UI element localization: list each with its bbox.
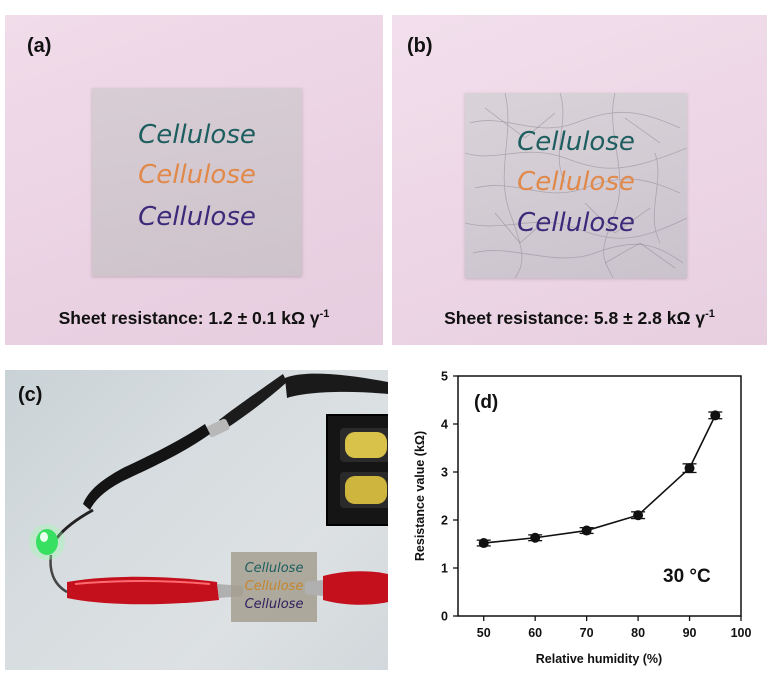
panel-label-d: (d) (474, 392, 498, 413)
cellulose-text-purple: Cellulose (244, 597, 304, 612)
cellulose-text-purple: Cellulose (138, 202, 256, 232)
x-tick-label: 80 (631, 626, 645, 640)
film-sheet-c (231, 552, 317, 622)
red-alligator-clip-left (67, 576, 243, 605)
x-tick-label: 90 (683, 626, 697, 640)
cellulose-text-orange: Cellulose (138, 160, 256, 190)
data-point (684, 463, 695, 474)
plot-frame (457, 375, 742, 617)
resistance-humidity-chart: 50 60 70 80 90 100 0 1 2 3 4 5 (d) 30 °C Relative h… (413, 370, 752, 667)
series-line (483, 415, 716, 544)
x-tick-label: 50 (477, 626, 491, 640)
x-tick-label: 70 (580, 626, 594, 640)
red-alligator-clip-right (305, 571, 388, 605)
sheet-resistance-caption-a: Sheet resistance: 1.2 ± 0.1 kΩ γ-1 (58, 308, 330, 328)
wrinkle-texture (465, 93, 687, 278)
wire-led-leg (49, 554, 68, 594)
wire-black (55, 508, 94, 539)
x-tick-label: 60 (528, 626, 542, 640)
y-tick-label: 4 (441, 418, 448, 432)
panel-label-c: (c) (18, 384, 43, 406)
data-point (478, 538, 489, 549)
cellulose-text-teal: Cellulose (244, 561, 304, 576)
y-tick-label: 2 (441, 514, 448, 528)
cellulose-text-purple: Cellulose (517, 208, 635, 238)
data-point (530, 532, 541, 543)
black-alligator-clip (83, 373, 388, 510)
battery-holder (326, 414, 388, 526)
x-tick-label: 100 (731, 626, 752, 640)
photo-panel-a: (a) Cellulose Cellulose Cellulose Sheet … (5, 15, 383, 345)
y-tick-label: 3 (441, 466, 448, 480)
data-point (633, 510, 644, 521)
panel-label-a: (a) (27, 35, 52, 57)
photo-panel-c: (c) Cellulose Cellulose Cellulose (5, 370, 388, 670)
cellulose-text-orange: Cellulose (517, 167, 635, 197)
data-point (581, 525, 592, 536)
data-point (710, 410, 721, 421)
panel-label-b: (b) (407, 35, 433, 57)
y-tick-label: 0 (441, 610, 448, 624)
cellulose-text-orange: Cellulose (244, 579, 304, 594)
cellulose-text-teal: Cellulose (517, 127, 635, 157)
sheet-resistance-caption-b: Sheet resistance: 5.8 ± 2.8 kΩ γ-1 (444, 308, 715, 328)
cellulose-text-teal: Cellulose (138, 120, 256, 150)
photo-panel-b: (b) Cellulose Cellulose (392, 15, 767, 345)
y-tick-label: 5 (441, 370, 448, 384)
y-axis-label: Resistance value (kΩ) (413, 431, 427, 561)
transparent-film-a: Cellulose Cellulose Cellulose (92, 88, 302, 276)
temperature-annotation: 30 °C (663, 566, 711, 587)
green-led (29, 524, 65, 560)
circuit-photo (29, 373, 388, 622)
wrinkled-film-b: Cellulose Cellulose Cellulose (465, 93, 687, 278)
x-axis-label: Relative humidity (%) (536, 652, 662, 666)
y-tick-label: 1 (441, 562, 448, 576)
